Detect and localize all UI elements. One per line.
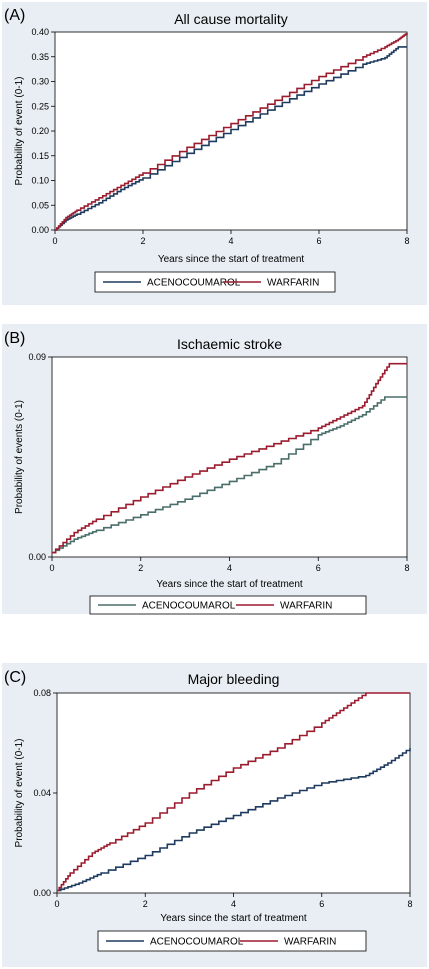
y-tick-label: 0.15 (31, 151, 49, 161)
panel-label: (A) (4, 7, 25, 24)
y-tick-label: 0.05 (31, 200, 49, 210)
legend-label: WARFARIN (267, 278, 319, 289)
x-tick-label: 4 (231, 899, 236, 909)
legend-label: ACENOCOUMAROL (142, 601, 236, 612)
y-tick-label: 0.00 (33, 888, 51, 898)
series-line-acenocoumarol (55, 46, 407, 231)
panel-2: (B) Ischaemic stroke 0.00 0.09 0 2 4 6 8 Years si… (2, 324, 427, 615)
series-line-warfarin (52, 362, 407, 554)
chart-title: Ischaemic stroke (177, 336, 282, 352)
x-tick-label: 8 (404, 563, 409, 573)
legend (97, 930, 367, 952)
series-line-warfarin (55, 33, 408, 231)
y-tick-label: 0.35 (31, 52, 49, 62)
x-axis-label: Years since the start of treatment (160, 913, 307, 924)
series-line-warfarin (57, 692, 410, 892)
x-tick-label: 8 (404, 236, 409, 246)
y-axis-label: Probability of event (0-1) (14, 739, 25, 848)
y-tick-label: 0.09 (28, 352, 46, 362)
y-tick-label: 0.20 (31, 126, 49, 136)
x-tick-label: 4 (228, 236, 233, 246)
series-line-acenocoumarol (52, 396, 407, 554)
x-tick-label: 0 (52, 236, 57, 246)
x-tick-label: 2 (143, 899, 148, 909)
panel-1: (A) All cause mortality 0.00 0.05 0.10 0.15 0.… (2, 2, 427, 305)
x-axis-label: Years since the start of treatment (156, 579, 303, 590)
x-tick-label: 6 (316, 236, 321, 246)
panel-label: (B) (4, 330, 25, 347)
plot-area (56, 692, 411, 894)
legend-label: WARFARIN (284, 937, 336, 948)
plot-area (51, 356, 408, 558)
legend-label: ACENOCOUMAROL (147, 278, 241, 289)
y-tick-label: 0.25 (31, 101, 49, 111)
panel-3: (C) Major bleeding 0.00 0.04 0.08 0 2 4 6 8 Years … (2, 663, 427, 967)
y-axis-label: Probability of event (0-1) (14, 77, 25, 186)
y-axis-label: Probability of events (0-1) (14, 400, 25, 514)
x-tick-label: 2 (138, 563, 143, 573)
y-tick-label: 0.00 (28, 552, 46, 562)
x-tick-label: 0 (54, 899, 59, 909)
y-tick-label: 0.08 (33, 688, 51, 698)
legend (94, 271, 336, 293)
x-tick-label: 6 (319, 899, 324, 909)
y-tick-label: 0.30 (31, 77, 49, 87)
y-tick-label: 0.10 (31, 176, 49, 186)
x-tick-label: 0 (49, 563, 54, 573)
y-tick-label: 0.40 (31, 27, 49, 37)
y-tick-label: 0.04 (33, 788, 51, 798)
series-line-acenocoumarol (57, 748, 411, 892)
legend-label: ACENOCOUMAROL (150, 937, 244, 948)
x-tick-label: 4 (227, 563, 232, 573)
chart-title: Major bleeding (188, 671, 280, 687)
y-tick-label: 0.00 (31, 225, 49, 235)
legend (89, 595, 367, 615)
x-tick-label: 8 (407, 899, 412, 909)
legend-label: WARFARIN (280, 601, 332, 612)
panel-label: (C) (4, 669, 26, 686)
x-tick-label: 2 (140, 236, 145, 246)
x-tick-label: 6 (316, 563, 321, 573)
chart-title: All cause mortality (174, 11, 288, 27)
x-axis-label: Years since the start of treatment (158, 254, 305, 265)
